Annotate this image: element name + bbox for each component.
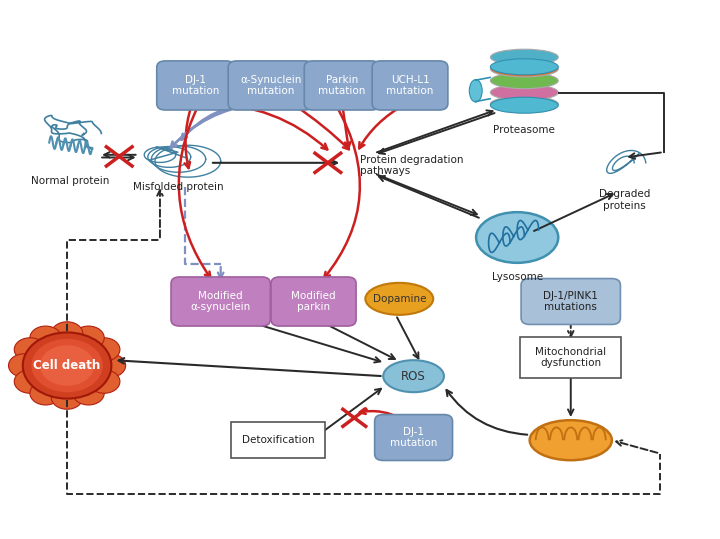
- Ellipse shape: [490, 97, 558, 113]
- Circle shape: [89, 338, 120, 361]
- Text: UCH-L1
mutation: UCH-L1 mutation: [387, 75, 433, 96]
- Text: Mitochondrial
dysfunction: Mitochondrial dysfunction: [535, 347, 606, 368]
- Circle shape: [73, 326, 104, 349]
- Text: Proteasome: Proteasome: [493, 126, 555, 135]
- Text: Cell death: Cell death: [33, 359, 101, 372]
- Circle shape: [51, 386, 83, 409]
- Ellipse shape: [490, 73, 558, 88]
- FancyBboxPatch shape: [228, 61, 313, 110]
- Circle shape: [9, 354, 40, 377]
- Circle shape: [40, 345, 94, 386]
- Text: Parkin
mutation: Parkin mutation: [318, 75, 366, 96]
- Text: Degraded
proteins: Degraded proteins: [598, 190, 650, 211]
- Ellipse shape: [365, 283, 433, 315]
- FancyBboxPatch shape: [521, 279, 621, 324]
- Text: DJ-1
mutation: DJ-1 mutation: [172, 75, 220, 96]
- Ellipse shape: [476, 212, 558, 263]
- Text: Normal protein: Normal protein: [32, 176, 110, 186]
- Text: DJ-1
mutation: DJ-1 mutation: [390, 427, 437, 448]
- Text: DJ-1/PINK1
mutations: DJ-1/PINK1 mutations: [544, 291, 598, 312]
- Circle shape: [94, 354, 126, 377]
- Text: Modified
parkin: Modified parkin: [292, 291, 336, 312]
- Circle shape: [32, 339, 103, 392]
- Text: Dopamine: Dopamine: [372, 294, 426, 304]
- Ellipse shape: [383, 360, 444, 392]
- FancyBboxPatch shape: [305, 61, 380, 110]
- Ellipse shape: [530, 420, 612, 460]
- Circle shape: [89, 370, 120, 393]
- Circle shape: [14, 338, 45, 361]
- FancyBboxPatch shape: [521, 337, 621, 378]
- Ellipse shape: [490, 59, 558, 75]
- Ellipse shape: [490, 61, 558, 77]
- Text: Protein degradation
pathways: Protein degradation pathways: [360, 155, 464, 176]
- Ellipse shape: [490, 96, 558, 112]
- Circle shape: [73, 382, 104, 405]
- FancyBboxPatch shape: [271, 277, 356, 326]
- Text: Modified
α-synuclein: Modified α-synuclein: [191, 291, 251, 312]
- Circle shape: [23, 333, 112, 399]
- Circle shape: [14, 370, 45, 393]
- Text: ROS: ROS: [401, 370, 426, 383]
- Text: Detoxification: Detoxification: [241, 435, 314, 445]
- Text: Misfolded protein: Misfolded protein: [132, 182, 223, 192]
- Text: α-Synuclein
mutation: α-Synuclein mutation: [240, 75, 302, 96]
- Ellipse shape: [490, 85, 558, 100]
- Ellipse shape: [490, 49, 558, 65]
- FancyBboxPatch shape: [372, 61, 448, 110]
- Text: Lysosome: Lysosome: [492, 272, 543, 282]
- FancyBboxPatch shape: [374, 414, 453, 460]
- Circle shape: [30, 326, 61, 349]
- Ellipse shape: [469, 80, 482, 102]
- Circle shape: [51, 322, 83, 345]
- FancyBboxPatch shape: [171, 277, 270, 326]
- Circle shape: [30, 382, 61, 405]
- FancyBboxPatch shape: [231, 422, 325, 458]
- FancyBboxPatch shape: [157, 61, 235, 110]
